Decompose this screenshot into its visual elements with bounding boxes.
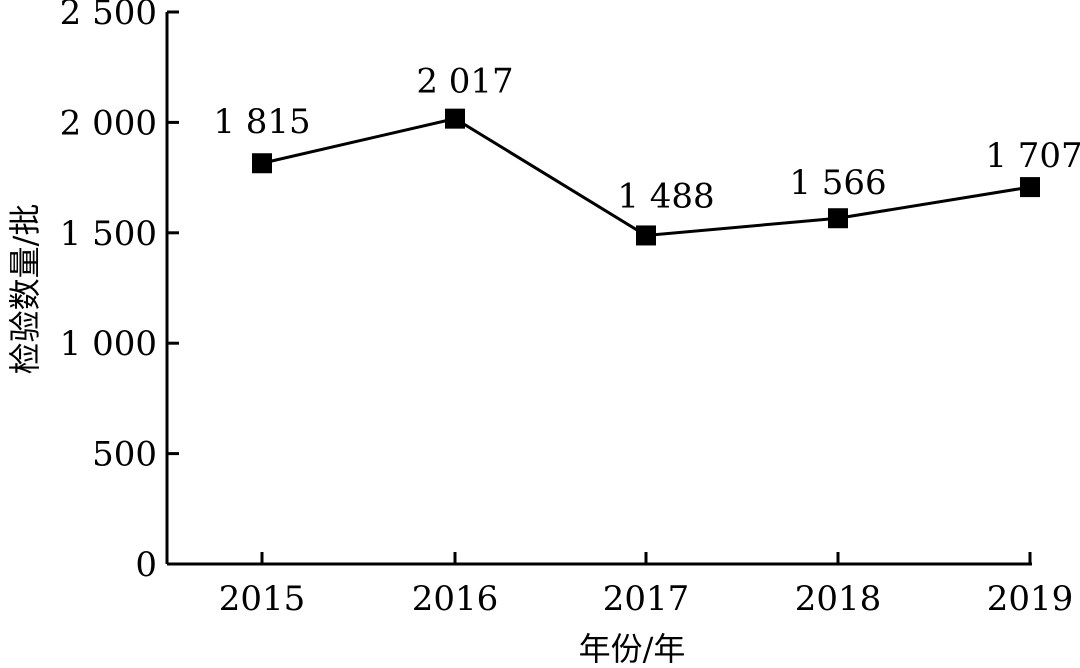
data-point-marker [445, 108, 465, 129]
data-point-marker [1020, 177, 1040, 198]
y-tick-label: 1 500 [60, 214, 157, 254]
data-point-marker [828, 208, 848, 229]
data-label: 2 017 [416, 62, 513, 102]
x-tick-label: 2019 [987, 579, 1074, 619]
axes [165, 12, 1032, 566]
data-label: 1 815 [213, 102, 310, 142]
y-tick-label: 1 000 [60, 324, 157, 364]
x-tick-label: 2015 [219, 579, 306, 619]
data-point-marker [252, 153, 272, 174]
data-label: 1 707 [985, 136, 1080, 176]
y-axis-ticks: 0 500 1 000 1 500 2 000 2 500 [60, 0, 179, 585]
x-tick-label: 2017 [603, 579, 690, 619]
x-tick-label: 2018 [795, 579, 882, 619]
y-tick-label: 0 [135, 545, 157, 585]
y-tick-label: 2 000 [60, 103, 157, 143]
y-axis-title: 检验数量/批 [6, 204, 44, 375]
y-tick-label: 500 [92, 435, 157, 475]
series-layer: 1 815 2 017 1 488 1 566 1 707 [213, 62, 1080, 246]
data-label: 1 488 [617, 176, 714, 216]
x-axis-title: 年份/年 [579, 630, 686, 668]
x-axis-ticks: 2015 2016 2017 2018 2019 [219, 552, 1074, 619]
data-point-marker [636, 225, 656, 246]
y-tick-label: 2 500 [60, 0, 157, 33]
x-tick-label: 2016 [412, 579, 499, 619]
data-label: 1 566 [789, 163, 886, 203]
